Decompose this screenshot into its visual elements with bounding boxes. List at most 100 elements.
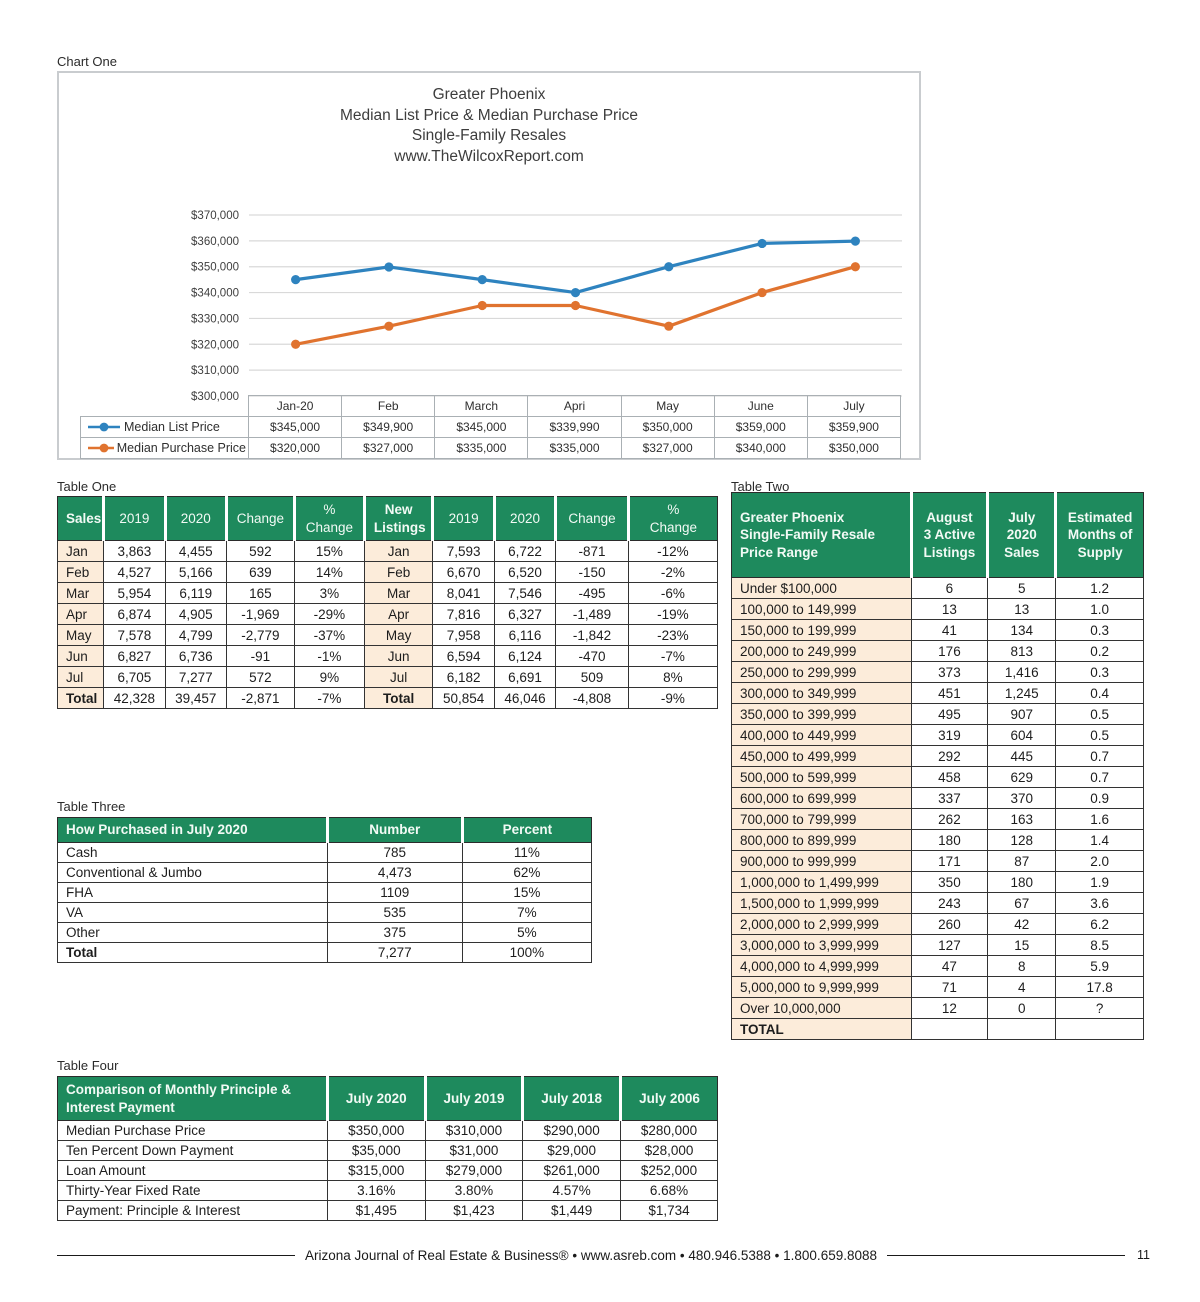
table-row: Loan Amount $315,000 $279,000 $261,000 $252,… (57, 1160, 719, 1181)
cell: 100,000 to 149,999 (731, 598, 912, 620)
cell: -2,779 (225, 624, 295, 646)
cell: -12% (627, 540, 719, 562)
cell: 14% (293, 561, 365, 583)
cell: Median Purchase Price (57, 1120, 328, 1141)
cell: 700,000 to 799,999 (731, 808, 912, 830)
table-row: Apr 6,874 4,905 -1,969 -29% Apr 7,816 6,327 -1,4… (56, 603, 719, 625)
table-row: Median Purchase Price $350,000 $310,000 $29… (57, 1120, 719, 1141)
series-value-cell: $345,000 (247, 416, 343, 438)
header-row: Sales 2019 2020 Change% Change New Listings 2… (57, 496, 719, 541)
cell: $1,495 (326, 1200, 426, 1221)
cell: 592 (225, 540, 295, 562)
cell: 373 (910, 661, 989, 683)
table-row: 3,000,000 to 3,999,999 127 15 8.5 (731, 934, 1144, 956)
cell: 7,593 (432, 540, 495, 562)
series-value-cell: $339,990 (527, 416, 622, 438)
series-value-cell: $320,000 (247, 437, 343, 459)
cell: -4,808 (555, 687, 629, 709)
cell: 4,799 (164, 624, 227, 646)
series-value-cell: $349,900 (341, 416, 436, 438)
table-row: 300,000 to 349,999 451 1,245 0.4 (731, 682, 1144, 704)
series-value-cell: $335,000 (434, 437, 529, 459)
chart-title: Greater Phoenix Median List Price & Media… (59, 85, 919, 167)
cell: 6,116 (493, 624, 557, 646)
table-row: 600,000 to 699,999 337 370 0.9 (731, 787, 1144, 809)
cell: 0.4 (1055, 682, 1144, 704)
table-row: 500,000 to 599,999 458 629 0.7 (731, 766, 1144, 788)
cell: 458 (910, 766, 989, 788)
y-axis-label: $350,000 (191, 262, 239, 274)
y-axis-label: $360,000 (191, 236, 239, 248)
cell: Over 10,000,000 (731, 997, 912, 1019)
cell: 6,124 (493, 645, 557, 667)
data-point-marker (570, 300, 581, 311)
column-header: Sales (57, 496, 106, 541)
table-row: 5,000,000 to 9,999,999 71 4 17.8 (731, 976, 1144, 998)
table-one-label: Table One (57, 479, 117, 494)
cell: 0.5 (1055, 724, 1144, 746)
cell: Total (56, 687, 105, 709)
cell: Under $100,000 (731, 577, 912, 599)
legend-item: Median List Price (80, 416, 249, 438)
cell: -91 (225, 645, 295, 667)
cell: -1% (293, 645, 365, 667)
cell: 1.4 (1055, 829, 1144, 851)
cell: -29% (293, 603, 365, 625)
table-row: 400,000 to 449,999 319 604 0.5 (731, 724, 1144, 746)
cell: Other (57, 922, 328, 943)
cell: -6% (627, 582, 719, 604)
cell: 1,245 (987, 682, 1057, 704)
cell: -2% (627, 561, 719, 583)
cell: -871 (555, 540, 629, 562)
table-row: 1,000,000 to 1,499,999 350 180 1.9 (731, 871, 1144, 893)
cell: 1,500,000 to 1,999,999 (731, 892, 912, 914)
cell: -150 (555, 561, 629, 583)
cell: -7% (627, 645, 719, 667)
cell: -1,489 (555, 603, 629, 625)
cell: $29,000 (522, 1140, 621, 1161)
sales-new-listings-table: Sales 2019 2020 Change% Change New Listings 2… (56, 496, 719, 709)
cell: 4,905 (164, 603, 227, 625)
cell: -2,871 (225, 687, 295, 709)
cell: 11% (461, 842, 593, 863)
cell: Apr (56, 603, 105, 625)
data-point-marker (570, 287, 581, 298)
column-header: 2020 (165, 496, 228, 541)
column-header: % Change (294, 496, 366, 541)
table-four-label: Table Four (57, 1058, 119, 1073)
data-point-marker (384, 262, 394, 272)
cell: 6.2 (1055, 913, 1144, 935)
cell: 3,000,000 to 3,999,999 (731, 934, 912, 956)
series-value-cell: $345,000 (434, 416, 529, 438)
column-header: July 2006 (620, 1076, 719, 1121)
table-row: 700,000 to 799,999 262 163 1.6 (731, 808, 1144, 830)
column-header: Greater Phoenix Single-Family Resale Pri… (731, 492, 913, 578)
y-axis-label: $320,000 (191, 339, 239, 351)
chart-series-row: Median List Price $345,000 $349,900 $345,00… (80, 416, 902, 438)
cell: 375 (326, 922, 463, 943)
cell: 572 (225, 666, 295, 688)
chart-series-row: Median Purchase Price $320,000 $327,000 $33… (80, 437, 902, 459)
cell: 15% (461, 882, 593, 903)
cell: 509 (555, 666, 629, 688)
cell: 100% (461, 942, 593, 963)
cell: 6,691 (493, 666, 557, 688)
cell: $1,423 (424, 1200, 524, 1221)
column-header: How Purchased in July 2020 (57, 817, 329, 843)
y-axis-label: $310,000 (191, 365, 239, 377)
table-row: 2,000,000 to 2,999,999 260 42 6.2 (731, 913, 1144, 935)
table-row: Mar 5,954 6,119 165 3% Mar 8,041 7,546 -495 -6% (56, 582, 719, 604)
data-point-marker (850, 236, 860, 246)
data-point-marker (384, 321, 394, 331)
cell: 5% (461, 922, 593, 943)
cell: $35,000 (326, 1140, 426, 1161)
cell: 6,736 (164, 645, 227, 667)
cell: 163 (987, 808, 1057, 830)
table-row: 250,000 to 299,999 373 1,416 0.3 (731, 661, 1144, 683)
legend-item: Median Purchase Price (80, 437, 249, 459)
column-header: 2019 (432, 496, 496, 541)
cell: 300,000 to 349,999 (731, 682, 912, 704)
column-header: Number (327, 817, 464, 843)
table-three-label: Table Three (57, 799, 126, 814)
